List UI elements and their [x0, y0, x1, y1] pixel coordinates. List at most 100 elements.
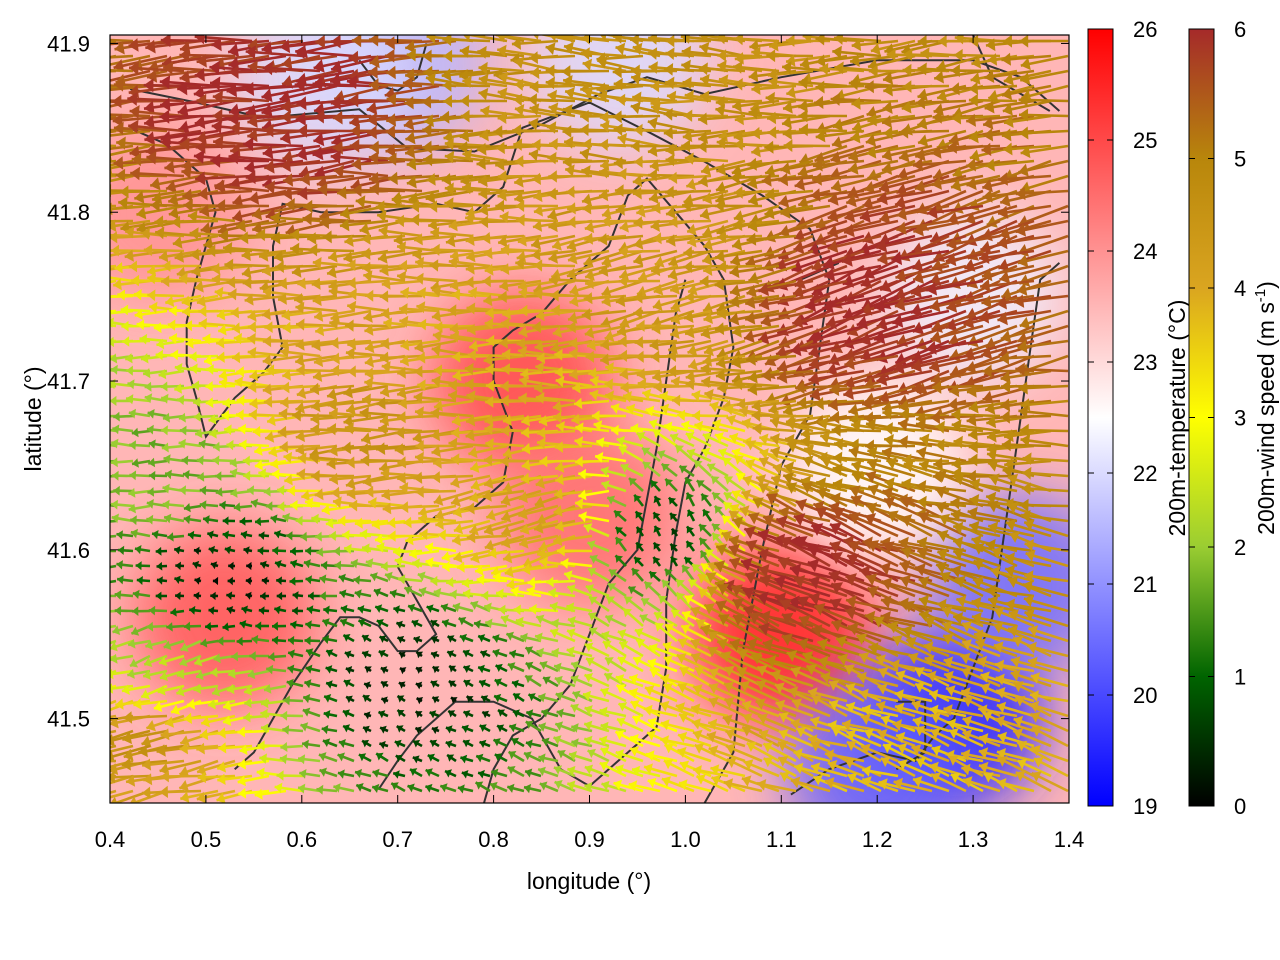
wind-arrow-head [84, 294, 92, 305]
wind-arrow-head [351, 157, 362, 171]
wind-arrow-head [403, 117, 415, 131]
wind-arrow-head [291, 265, 302, 278]
wind-arrow-head [425, 542, 434, 553]
wind-arrow-head [448, 219, 458, 232]
wind-arrow-head [799, 615, 811, 628]
wind-arrow-head [159, 75, 171, 90]
wind-arrow-head [397, 635, 405, 644]
wind-arrow-head [815, 54, 826, 68]
wind-arrow-head [733, 614, 745, 626]
wind-arrow-head [95, 439, 102, 449]
wind-arrow-head [272, 546, 279, 556]
wind-arrow-shaft [110, 84, 117, 88]
wind-arrow-head [179, 272, 188, 285]
wind-arrow-head [830, 410, 840, 425]
wind-arrow-head [882, 148, 893, 162]
wind-arrow-head [146, 69, 158, 83]
wind-arrow-head [772, 462, 783, 475]
wind-arrow-head [300, 172, 310, 186]
wind-arrow-head [413, 635, 421, 644]
wind-arrow-head [1019, 108, 1029, 122]
wind-arrow-head [512, 124, 521, 137]
wind-arrow-head [834, 35, 844, 45]
wind-arrow-head [214, 179, 225, 194]
wind-arrow-head [459, 633, 467, 643]
wind-arrow-head [683, 246, 693, 259]
wind-arrow-head [111, 513, 119, 524]
wind-arrow-head [326, 649, 334, 658]
wind-arrow-head [452, 369, 462, 382]
wind-arrow-head [1025, 549, 1036, 562]
wind-arrow-head [982, 364, 992, 378]
wind-arrow-head [447, 635, 455, 643]
wind-arrow-head [758, 282, 769, 297]
wind-arrow-head [131, 626, 140, 636]
wind-arrow-head [866, 502, 878, 515]
wind-arrow-shaft [110, 609, 117, 613]
wind-arrow-head [295, 354, 305, 367]
wind-arrow-head [482, 275, 491, 288]
wind-arrow-head [788, 595, 800, 610]
wind-arrow-head [533, 259, 543, 272]
wind-arrow-head [162, 499, 170, 510]
wind-arrow-head [993, 621, 1004, 634]
wind-arrow-head [813, 500, 825, 514]
wind-arrow-head [745, 458, 756, 470]
wind-arrow-head [211, 119, 223, 134]
wind-arrow-head [117, 575, 124, 585]
wind-arrow-head [613, 77, 623, 91]
wind-arrow-head [211, 37, 222, 52]
wind-arrow-head [581, 165, 591, 178]
wind-arrow-head [832, 45, 842, 59]
wind-arrow-head [588, 367, 597, 380]
wind-arrow-head [206, 244, 216, 257]
wind-arrow-head [732, 598, 745, 611]
wind-arrow-shaft [110, 113, 151, 118]
wind-arrow-head [525, 675, 534, 684]
wind-arrow-head [636, 368, 646, 381]
wind-arrow-head [133, 289, 142, 301]
wind-arrow-head [859, 652, 870, 664]
wind-arrow-head [228, 561, 234, 571]
wind-arrow-head [217, 636, 224, 646]
wind-arrow-head [581, 308, 591, 321]
wind-arrow-head [417, 318, 427, 331]
wind-arrow-head [829, 382, 840, 397]
wind-arrow-head [774, 533, 786, 548]
wind-arrow-head [295, 430, 305, 443]
wind-arrow-head [159, 671, 168, 682]
wind-arrow-head [723, 457, 732, 467]
wind-arrow-head [467, 323, 476, 336]
wind-arrow-head [399, 501, 409, 514]
wind-arrow-shaft [110, 174, 117, 178]
wind-arrow-head [67, 158, 77, 171]
wind-arrow-head [311, 277, 321, 290]
wind-arrow-head [330, 35, 341, 49]
wind-arrow-head [550, 289, 559, 302]
wind-arrow-head [286, 531, 293, 541]
wind-arrow-head [171, 215, 181, 229]
wind-arrow-head [402, 76, 413, 91]
wind-arrow-head [194, 35, 205, 45]
wind-arrow-head [731, 164, 743, 177]
wind-arrow-head [444, 150, 455, 164]
wind-arrow-head [933, 457, 943, 471]
wind-arrow-head [270, 458, 279, 470]
wind-arrow-head [902, 80, 912, 93]
wind-arrow-shaft [243, 142, 304, 148]
wind-arrow-head [264, 159, 275, 174]
wind-arrow-head [731, 584, 743, 597]
wind-arrow-head [793, 284, 804, 299]
wind-arrow-head [818, 655, 829, 669]
wind-arrow-head [671, 609, 681, 619]
wind-arrow-head [681, 624, 691, 635]
wind-arrow-head [845, 573, 857, 586]
wind-arrow-head [932, 380, 942, 394]
wind-arrow-head [753, 497, 764, 509]
wind-arrow-head [665, 143, 675, 157]
wind-arrow-head [327, 388, 337, 401]
wind-arrow-head [280, 110, 291, 124]
wind-arrow-head [469, 491, 479, 504]
wind-arrow-head [669, 215, 678, 228]
wind-arrow-head [917, 62, 927, 76]
